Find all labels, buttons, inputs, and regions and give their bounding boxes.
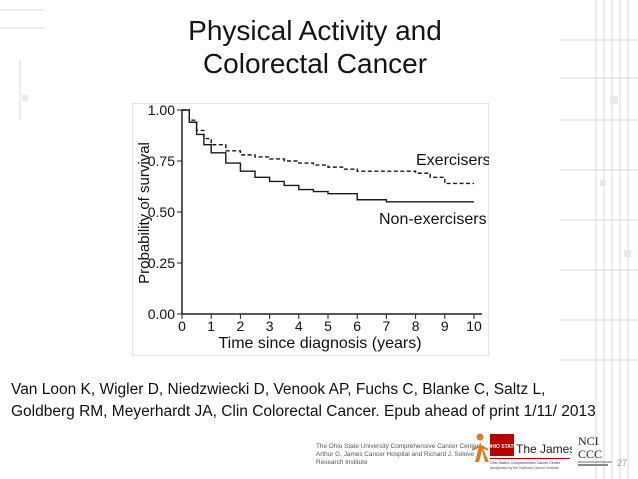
nci-ccc-logo: NCI CCC: [578, 434, 612, 466]
y-axis-ticks: 0.00 0.25 0.50 0.75 1.00: [148, 103, 182, 322]
y-tick-label: 0.25: [148, 255, 175, 271]
nci-text: NCI: [578, 434, 599, 448]
footer-line-3: Research Institute: [316, 459, 368, 466]
chart-series: [182, 109, 474, 203]
x-axis-label: Time since diagnosis (years): [218, 335, 421, 352]
james-subline-1: Ohio State's Comprehensive Cancer Center: [490, 461, 561, 465]
series-line-non-exercisers: [182, 109, 474, 203]
footer-institution-text: The Ohio State University Comprehensive …: [316, 443, 485, 467]
citation-line-1: Van Loon K, Wigler D, Niedzwiecki D, Ven…: [11, 381, 546, 398]
james-subline-2: designated by the National Cancer Instit…: [490, 466, 559, 470]
figure-arm-icon: [472, 446, 489, 451]
x-tick-label: 0: [178, 318, 186, 334]
y-tick-label: 0.00: [148, 306, 175, 322]
x-tick-label: 9: [441, 318, 449, 334]
x-tick-label: 10: [466, 318, 482, 334]
y-tick-label: 0.75: [148, 153, 175, 169]
y-axis-label: Probability of survival: [136, 142, 153, 284]
footer-line-1: The Ohio State University Comprehensive …: [316, 443, 485, 450]
x-tick-label: 3: [266, 318, 274, 334]
chart-axes: [181, 110, 482, 315]
x-tick-label: 2: [237, 318, 245, 334]
survival-chart: Probability of survival Time since diagn…: [132, 103, 489, 356]
y-tick-label: 0.50: [148, 204, 175, 220]
osu-logo-text: OHIO STATE: [487, 444, 517, 450]
ccc-text: CCC: [578, 447, 602, 461]
x-tick-label: 5: [324, 318, 332, 334]
figure-body-icon: [475, 442, 489, 462]
x-axis-ticks: 0 1 2 3 4 5 6 7 8 9 10: [178, 314, 482, 334]
x-tick-label: 1: [207, 318, 215, 334]
series-line-exercisers: [182, 109, 474, 185]
x-tick-label: 6: [353, 318, 361, 334]
nci-fine-print: [578, 464, 608, 466]
slide-title-line-2: Colorectal Cancer: [202, 48, 428, 79]
osu-block-mark: [490, 434, 514, 456]
citation-line-2: Goldberg RM, Meyerhardt JA, Clin Colorec…: [11, 403, 596, 420]
x-tick-label: 7: [383, 318, 391, 334]
x-tick-label: 4: [295, 318, 303, 334]
footer-line-2: Arthur G. James Cancer Hospital and Rich…: [316, 451, 475, 458]
slide-title-line-1: Physical Activity and: [188, 15, 442, 46]
james-logo-text: The James: [516, 442, 572, 456]
slide-number: 27: [617, 458, 628, 468]
series-label-non-exercisers: Non-exercisers: [379, 211, 487, 228]
citation: Van Loon K, Wigler D, Niedzwiecki D, Ven…: [11, 379, 631, 423]
osu-james-logo: OHIO STATE The James Ohio State's Compre…: [472, 433, 572, 470]
figure-head-icon: [476, 433, 484, 441]
slide-title: Physical Activity and Colorectal Cancer: [150, 14, 480, 80]
series-label-exercisers: Exercisers: [416, 152, 489, 169]
x-tick-label: 8: [412, 318, 420, 334]
james-underline: [490, 458, 570, 459]
y-tick-label: 1.00: [148, 103, 175, 118]
